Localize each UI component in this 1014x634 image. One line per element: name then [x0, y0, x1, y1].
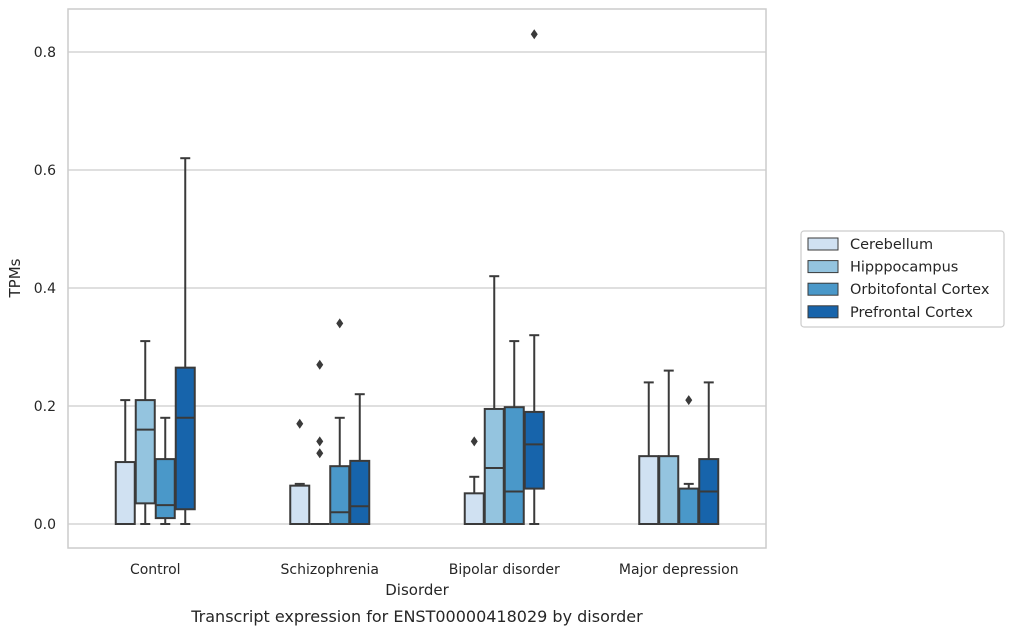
- box-body: [638, 455, 660, 525]
- box-prefrontal-cortex: [698, 381, 720, 526]
- box-orbitofontal-cortex: [678, 395, 700, 526]
- x-tick-label: Schizophrenia: [281, 562, 379, 578]
- box-body: [463, 492, 485, 526]
- box-cerebellum: [463, 436, 485, 526]
- box-body: [349, 459, 371, 525]
- outlier-point: [470, 436, 478, 447]
- box-body: [329, 465, 351, 525]
- outlier-point: [316, 448, 324, 459]
- y-axis-ticks: 0.0 0.2 0.4 0.6 0.8: [34, 45, 56, 533]
- box-plot-marks: [114, 29, 720, 526]
- y-tick-label: 0.8: [34, 45, 56, 61]
- legend-label: Orbitofontal Cortex: [850, 282, 990, 298]
- box-prefrontal-cortex: [523, 29, 545, 525]
- outlier-point: [685, 395, 693, 406]
- plot-frame: [67, 8, 767, 549]
- x-tick-label: Major depression: [619, 562, 739, 578]
- legend-label: Prefrontal Cortex: [850, 305, 973, 321]
- x-axis-ticks: Control Schizophrenia Bipolar disorder Majo…: [130, 562, 739, 578]
- box-hipppocampus: [310, 359, 330, 525]
- box-cerebellum: [638, 381, 660, 525]
- legend-label: Hipppocampus: [850, 260, 958, 276]
- legend-swatch: [807, 305, 839, 319]
- outlier-point: [530, 29, 538, 40]
- y-tick-label: 0.0: [34, 517, 56, 533]
- box-body: [678, 487, 700, 526]
- outlier-point: [316, 359, 324, 370]
- x-axis-label: Disorder: [385, 581, 449, 599]
- box-hipppocampus: [134, 340, 156, 525]
- legend-swatch: [807, 237, 839, 251]
- y-tick-label: 0.2: [34, 399, 56, 415]
- box-body: [483, 407, 505, 526]
- box-body: [114, 461, 136, 525]
- box-body: [154, 458, 176, 520]
- y-axis-label: TPMs: [6, 258, 24, 298]
- box-orbitofontal-cortex: [503, 340, 525, 525]
- outlier-point: [316, 436, 324, 447]
- box-cerebellum: [114, 399, 136, 525]
- box-body: [523, 410, 545, 490]
- box-body: [658, 455, 680, 525]
- box-cerebellum: [289, 418, 311, 525]
- box-prefrontal-cortex: [349, 393, 371, 525]
- box-hipppocampus: [658, 369, 680, 525]
- y-tick-label: 0.6: [34, 163, 56, 179]
- chart-caption: Transcript expression for ENST0000041802…: [190, 607, 643, 626]
- legend-label: Cerebellum: [850, 237, 933, 253]
- legend-frame: [800, 230, 1005, 328]
- legend-swatch: [807, 260, 839, 274]
- box-body: [174, 366, 196, 511]
- box-body: [289, 484, 311, 525]
- box-body: [134, 399, 156, 505]
- outlier-point: [296, 418, 304, 429]
- outlier-point: [336, 318, 344, 329]
- box-hipppocampus: [483, 275, 505, 526]
- gridlines: [68, 51, 766, 525]
- box-prefrontal-cortex: [174, 157, 196, 525]
- legend: Cerebellum Hipppocampus Orbitofontal Corte…: [800, 230, 1005, 328]
- x-tick-label: Bipolar disorder: [449, 562, 560, 578]
- box-orbitofontal-cortex: [329, 318, 351, 525]
- legend-swatch: [807, 282, 839, 296]
- x-tick-label: Control: [130, 562, 181, 578]
- box-orbitofontal-cortex: [154, 416, 176, 525]
- y-tick-label: 0.4: [34, 281, 56, 297]
- box-body: [503, 406, 525, 525]
